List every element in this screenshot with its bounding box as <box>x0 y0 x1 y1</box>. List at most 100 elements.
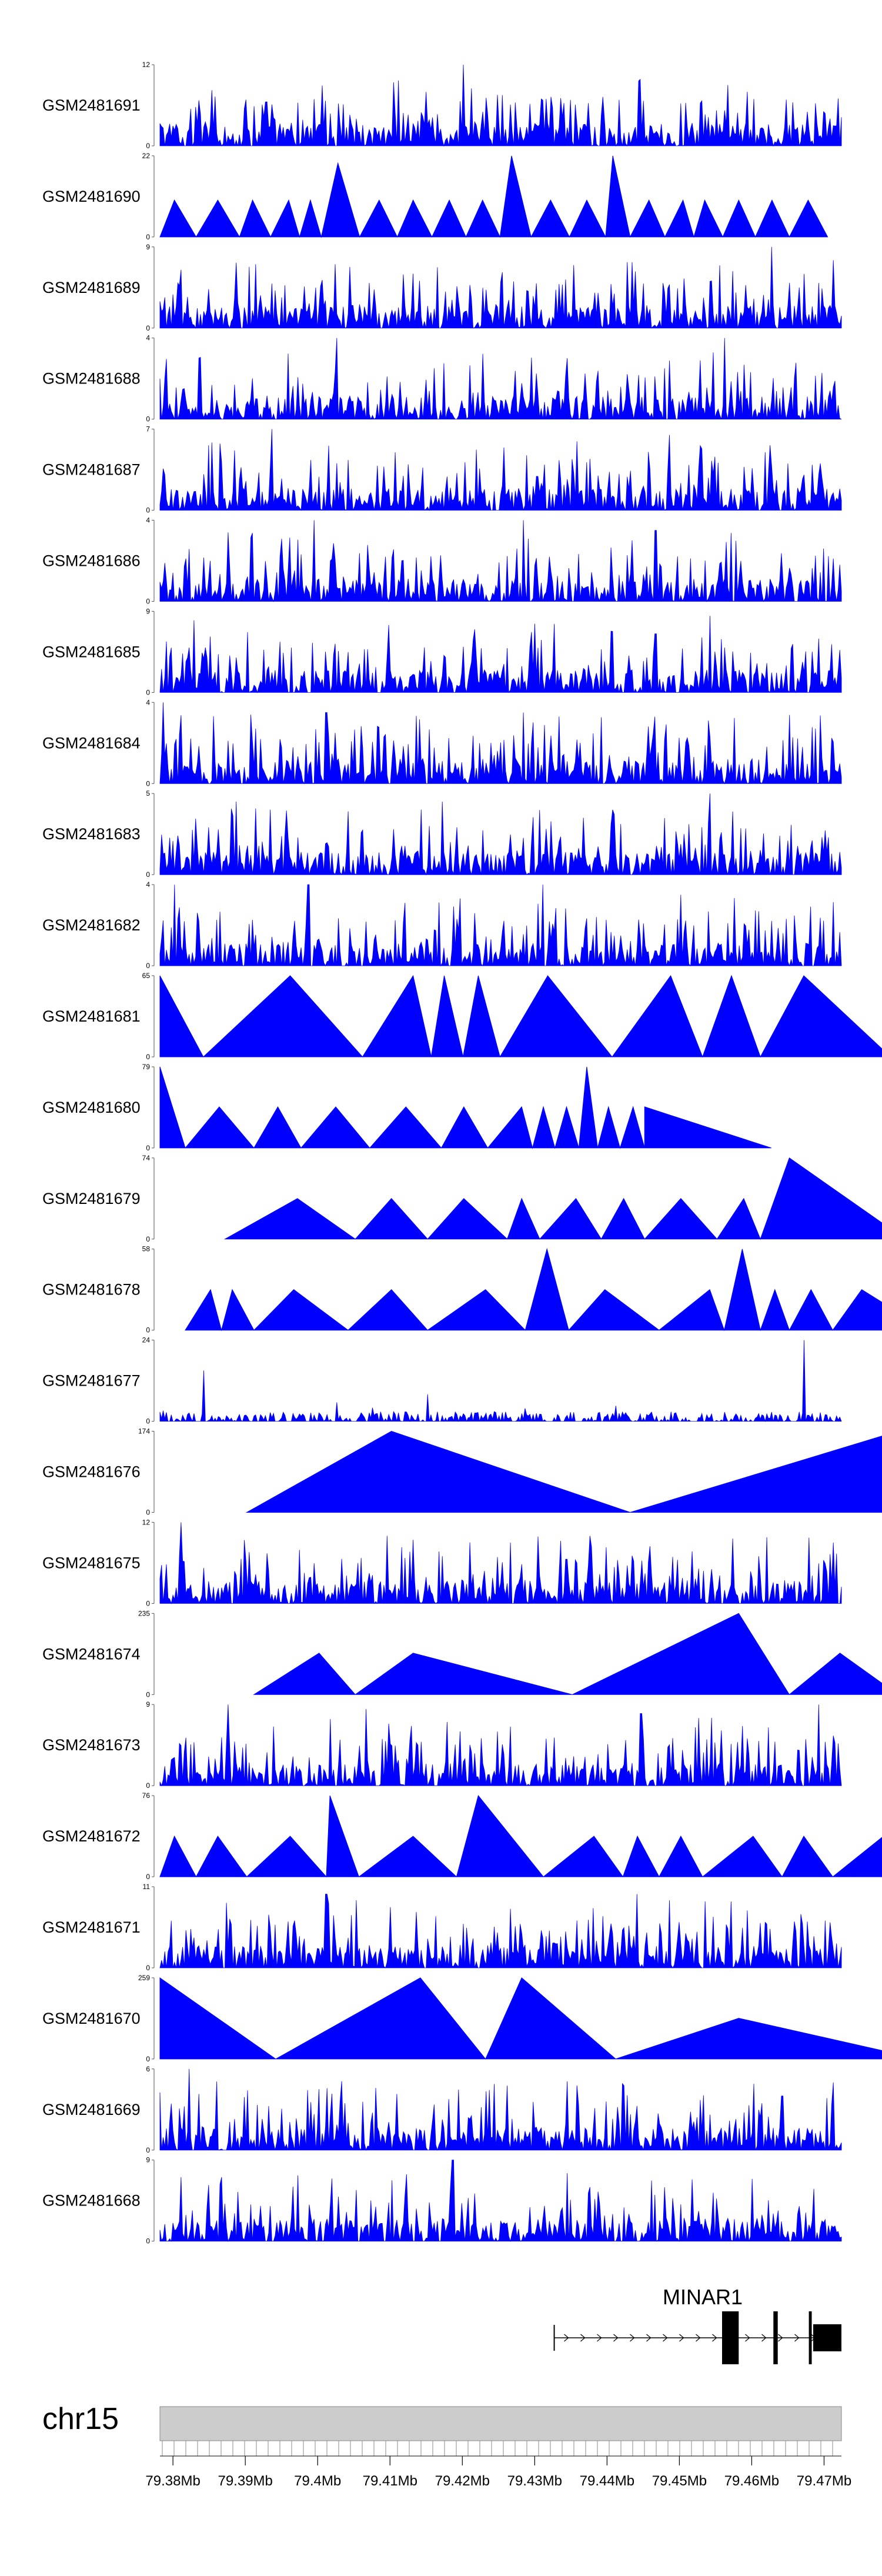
x-tick-label: 79.45Mb <box>652 2473 707 2489</box>
y-max-label: 9 <box>146 2156 150 2164</box>
track-GSM2481685: GSM2481685 9 0 <box>42 607 842 696</box>
signal-area <box>159 1894 842 1969</box>
strand-arrow <box>580 2334 586 2342</box>
gene-track: MINAR1 <box>553 2285 841 2364</box>
track-label: GSM2481672 <box>42 1827 141 1845</box>
y-max-label: 22 <box>142 152 151 160</box>
y-max-label: 11 <box>143 1883 151 1891</box>
y-zero-label: 0 <box>146 1053 150 1061</box>
y-max-label: 9 <box>146 243 150 251</box>
y-max-label: 4 <box>146 698 150 706</box>
signal-area <box>159 246 842 329</box>
y-zero-label: 0 <box>146 870 150 879</box>
signal-area <box>159 616 842 693</box>
y-max-label: 235 <box>138 1609 150 1617</box>
signal-area <box>159 155 828 238</box>
x-tick-label: 79.43Mb <box>507 2473 562 2489</box>
strand-arrow <box>696 2334 701 2342</box>
track-label: GSM2481682 <box>42 916 141 934</box>
y-zero-label: 0 <box>146 962 150 970</box>
track-GSM2481687: GSM2481687 7 0 <box>42 425 842 515</box>
y-max-label: 9 <box>146 607 150 615</box>
y-max-label: 12 <box>142 1518 151 1526</box>
strand-arrow <box>679 2334 684 2342</box>
track-label: GSM2481668 <box>42 2192 141 2210</box>
y-zero-label: 0 <box>146 233 150 241</box>
track-label: GSM2481681 <box>42 1007 141 1025</box>
signal-area <box>159 64 842 147</box>
strand-arrow <box>630 2334 635 2342</box>
signal-area <box>159 793 842 876</box>
gene-exon <box>722 2311 739 2364</box>
track-GSM2481670: GSM2481670 259 0 <box>42 1974 882 2063</box>
y-zero-label: 0 <box>146 1873 150 1881</box>
track-label: GSM2481686 <box>42 552 141 570</box>
y-max-label: 65 <box>142 972 151 980</box>
track-label: GSM2481687 <box>42 461 141 479</box>
track-GSM2481683: GSM2481683 5 0 <box>42 789 842 879</box>
track-label: GSM2481683 <box>42 825 141 843</box>
signal-area <box>159 338 842 421</box>
signal-area <box>159 1340 842 1423</box>
track-label: GSM2481669 <box>42 2101 141 2118</box>
y-zero-label: 0 <box>146 1144 150 1152</box>
track-GSM2481681: GSM2481681 65 0 <box>42 972 882 1061</box>
track-GSM2481691: GSM2481691 12 0 <box>42 61 842 150</box>
y-max-label: 4 <box>146 880 150 889</box>
y-zero-label: 0 <box>146 1964 150 1972</box>
y-max-label: 76 <box>142 1791 151 1800</box>
y-zero-label: 0 <box>146 1326 150 1334</box>
signal-area <box>223 1157 882 1240</box>
signal-area <box>185 1247 882 1332</box>
strand-arrow <box>794 2334 800 2342</box>
gene-name-label: MINAR1 <box>663 2285 743 2309</box>
y-zero-label: 0 <box>146 142 150 150</box>
signal-area <box>159 1795 882 1878</box>
gene-exon <box>808 2311 812 2364</box>
track-GSM2481671: GSM2481671 11 0 <box>42 1883 842 1972</box>
track-label: GSM2481674 <box>42 1645 141 1663</box>
track-label: GSM2481675 <box>42 1554 141 1571</box>
y-zero-label: 0 <box>146 1417 150 1426</box>
y-zero-label: 0 <box>146 779 150 788</box>
strand-arrow <box>778 2334 783 2342</box>
y-zero-label: 0 <box>146 2146 150 2154</box>
y-zero-label: 0 <box>146 324 150 332</box>
track-GSM2481684: GSM2481684 4 0 <box>42 698 842 788</box>
y-max-label: 6 <box>146 2065 150 2073</box>
signal-area <box>159 429 842 511</box>
track-label: GSM2481673 <box>42 1736 141 1754</box>
y-max-label: 259 <box>138 1974 150 1982</box>
track-label: GSM2481688 <box>42 370 141 388</box>
strand-arrow <box>613 2334 619 2342</box>
signal-tracks: GSM2481691120GSM2481690220GSM248168990GS… <box>42 61 882 2245</box>
y-max-label: 7 <box>146 425 150 433</box>
signal-area <box>159 884 842 967</box>
y-max-label: 24 <box>142 1336 151 1344</box>
y-max-label: 12 <box>142 61 151 69</box>
track-label: GSM2481690 <box>42 188 141 205</box>
strand-arrow <box>712 2334 717 2342</box>
track-GSM2481676: GSM2481676 174 0 <box>42 1427 882 1517</box>
ideogram-bar <box>159 2406 842 2441</box>
signal-area <box>253 1613 882 1696</box>
strand-arrow <box>564 2334 569 2342</box>
track-label: GSM2481676 <box>42 1463 141 1481</box>
track-label: GSM2481677 <box>42 1372 141 1390</box>
strand-arrow <box>663 2334 668 2342</box>
signal-area <box>159 2160 842 2243</box>
track-label: GSM2481670 <box>42 2010 141 2027</box>
strand-arrow <box>745 2334 750 2342</box>
signal-area <box>159 520 842 603</box>
signal-area <box>245 1430 882 1513</box>
track-GSM2481686: GSM2481686 4 0 <box>42 516 842 606</box>
y-max-label: 4 <box>146 334 150 342</box>
track-label: GSM2481685 <box>42 643 141 660</box>
track-GSM2481689: GSM2481689 9 0 <box>42 243 842 332</box>
y-zero-label: 0 <box>146 1690 150 1699</box>
track-label: GSM2481691 <box>42 96 141 114</box>
track-GSM2481673: GSM2481673 9 0 <box>42 1700 842 1790</box>
y-max-label: 4 <box>146 516 150 525</box>
gene-exon <box>773 2311 778 2364</box>
